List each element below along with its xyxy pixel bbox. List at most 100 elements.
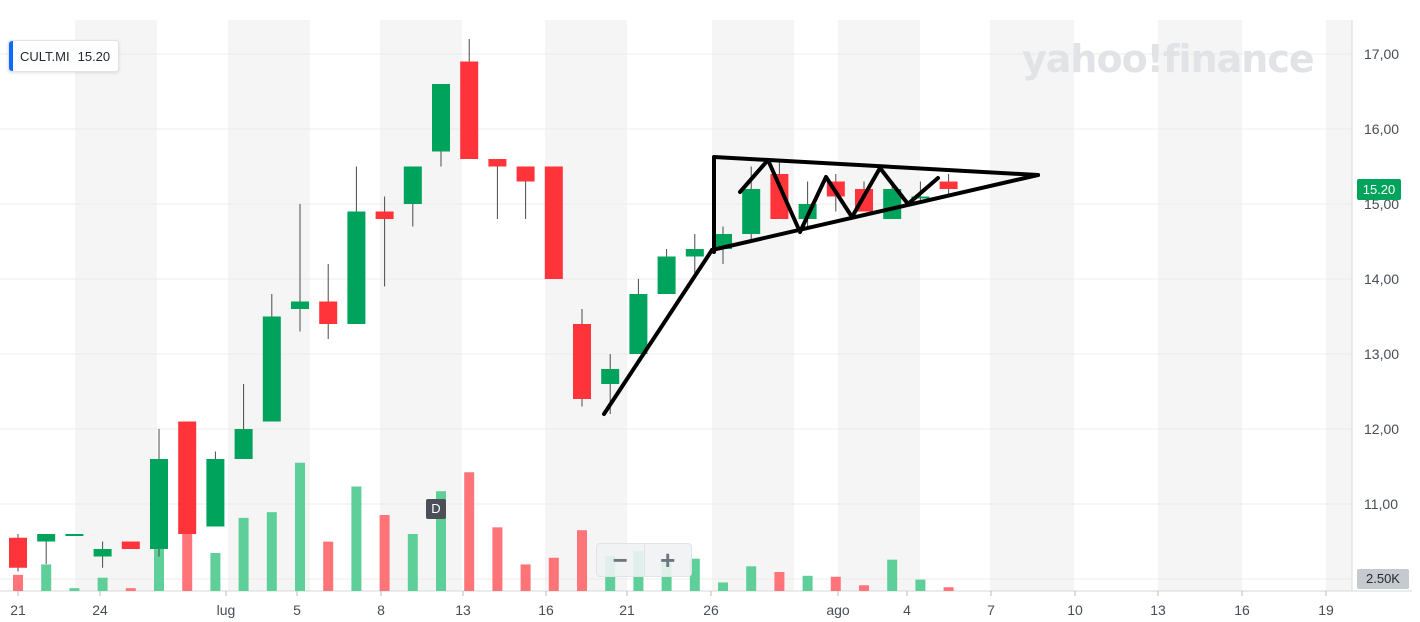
candle-body [291, 301, 309, 309]
volume-bar [407, 534, 418, 591]
volume-bar [323, 541, 334, 591]
x-tick-label: 7 [987, 602, 995, 618]
volume-bar [915, 579, 926, 591]
x-tick-label: 16 [538, 602, 554, 618]
candle-body [939, 181, 958, 189]
candle-body [629, 294, 648, 354]
y-tick-label: 15,00 [1364, 196, 1399, 212]
x-tick-label: 19 [1318, 602, 1334, 618]
candle-body [65, 534, 84, 536]
volume-bar [69, 588, 80, 591]
x-tick-label: 26 [703, 602, 719, 618]
volume-bar [746, 566, 757, 591]
annotation-pennant-bottom-line [710, 173, 1040, 252]
x-tick-label: 24 [92, 602, 108, 618]
volume-bar [266, 512, 277, 591]
volume-bar [295, 462, 305, 591]
volume-bar [379, 515, 390, 591]
zoom-controls: − + [596, 543, 692, 577]
time-band [75, 20, 157, 591]
y-tick-label: 17,00 [1364, 46, 1399, 62]
volume-bar [577, 530, 587, 591]
last-price-tag: 15.20 [1357, 179, 1401, 200]
time-band [1158, 20, 1242, 591]
x-tick-label: 21 [619, 602, 635, 618]
candle-body [432, 84, 450, 152]
volume-bar [830, 576, 841, 591]
volume-bar [238, 517, 249, 591]
volume-bar [464, 472, 475, 591]
zoom-in-button[interactable]: + [660, 544, 676, 575]
ticker-last-price: 15.20 [77, 48, 111, 64]
zoom-out-button[interactable]: − [597, 544, 645, 576]
y-tick-label: 13,00 [1364, 346, 1399, 362]
annotation-pennant-top-line [712, 155, 1040, 254]
x-tick-label: ago [826, 602, 850, 618]
candle-body [770, 174, 789, 219]
candle-body [121, 541, 140, 549]
volume-bar [689, 558, 700, 591]
ticker-legend[interactable]: CULT.MI 15.20 [8, 40, 120, 72]
candle-body [516, 166, 535, 182]
candle-body [9, 537, 27, 568]
volume-bar [802, 575, 813, 591]
candle-body [685, 249, 704, 257]
annotation-flagpole-line [602, 248, 714, 416]
candle-body [601, 369, 620, 384]
annotation-zigzag-line [738, 158, 940, 234]
candle-body [375, 211, 394, 219]
volume-bar [774, 572, 785, 591]
ticker-symbol: CULT.MI [20, 48, 70, 64]
y-tick-label: 14,00 [1364, 271, 1399, 287]
candle-body [178, 421, 197, 534]
time-band [1326, 20, 1352, 591]
candle-body [319, 301, 338, 324]
candle-body [37, 534, 56, 542]
volume-bar [548, 557, 559, 591]
x-tick-label: 5 [293, 602, 301, 618]
candle-body [573, 324, 591, 399]
dividend-event-marker[interactable]: D [426, 499, 446, 519]
candle-body [544, 166, 563, 279]
x-tick-label: 13 [1150, 602, 1166, 618]
volume-bar [13, 574, 23, 591]
candle-body [234, 429, 253, 459]
time-band [838, 20, 920, 591]
candle-body [347, 211, 366, 324]
volume-bar [492, 527, 503, 591]
x-tick-label: 4 [903, 602, 911, 618]
candle-body [657, 256, 676, 294]
candle-body [150, 459, 168, 549]
x-tick-label: 13 [455, 602, 471, 618]
volume-bar [97, 577, 108, 591]
volume-bar [859, 585, 869, 591]
candle-body [206, 459, 225, 527]
candle-body [742, 189, 761, 234]
y-tick-label: 12,00 [1364, 421, 1399, 437]
x-tick-label: 8 [377, 602, 385, 618]
time-band [990, 20, 1074, 591]
volume-bar [351, 486, 362, 591]
candle-body [93, 549, 112, 557]
series-color-swatch [9, 41, 13, 71]
volume-bar [125, 588, 136, 591]
volume-bar [41, 564, 52, 591]
x-tick-label: lug [217, 602, 236, 618]
time-band [545, 20, 627, 591]
candle-body [460, 61, 479, 159]
volume-bar [520, 564, 531, 591]
candle-body [488, 159, 507, 167]
volume-bar [943, 587, 954, 591]
candle-body [403, 166, 422, 204]
time-band [712, 20, 794, 591]
volume-bar [887, 559, 898, 591]
candle-body [262, 316, 281, 422]
x-tick-label: 21 [10, 602, 26, 618]
volume-scale-tag: 2.50K [1357, 569, 1409, 589]
volume-bar [718, 582, 728, 591]
volume-bar [182, 496, 193, 591]
candle-body [911, 196, 930, 199]
volume-bar [154, 534, 164, 591]
x-tick-label: 10 [1067, 602, 1083, 618]
